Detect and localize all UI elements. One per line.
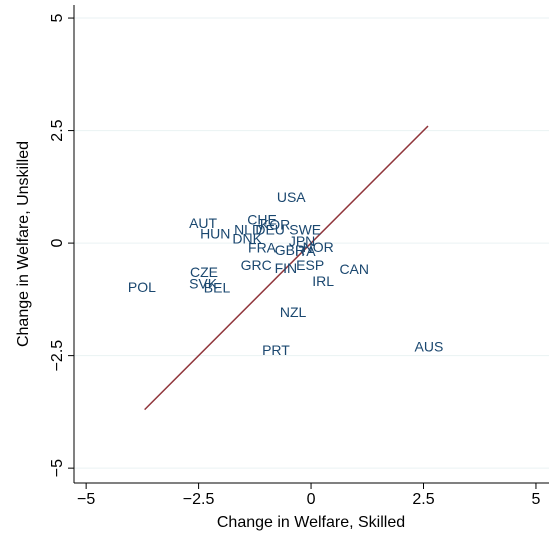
y-tick-label: 5	[49, 14, 66, 23]
point-label: JPN	[289, 233, 315, 249]
point-label: CHE	[247, 212, 277, 228]
point-label: NLD	[234, 222, 262, 238]
point-label: NZL	[280, 304, 307, 320]
y-axis-label: Change in Welfare, Unskilled	[15, 141, 32, 347]
point-label: KOR	[260, 217, 290, 233]
point-label: HUN	[200, 226, 230, 242]
point-label: FRA	[248, 240, 277, 256]
y-tick-label: −5	[49, 459, 66, 477]
point-label: BEL	[204, 280, 231, 296]
x-tick-label: 0	[307, 491, 316, 508]
point-label: ESP	[296, 257, 324, 273]
point-label: ITA	[295, 243, 316, 259]
point-label: NOR	[303, 239, 334, 255]
point-label: SWE	[289, 222, 321, 238]
point-label: GRC	[241, 257, 272, 273]
x-tick-label: 2.5	[412, 491, 434, 508]
point-label: FIN	[275, 260, 298, 276]
x-tick-label: 5	[532, 491, 541, 508]
point-label: DEU	[255, 222, 285, 238]
point-label: IRL	[312, 273, 334, 289]
point-label: USA	[277, 189, 306, 205]
x-tick-label: −5	[77, 491, 95, 508]
fit-line	[144, 125, 429, 411]
point-label: DNK	[232, 231, 262, 247]
point-label: AUS	[415, 339, 444, 355]
point-label: GBR	[275, 242, 305, 258]
point-label: AUT	[189, 215, 217, 231]
point-label: CZE	[190, 264, 218, 280]
y-tick-label: −2.5	[49, 340, 66, 372]
y-tick-label: 2.5	[49, 119, 66, 141]
y-tick-label: 0	[49, 239, 66, 248]
point-label: POL	[128, 279, 156, 295]
x-axis-label: Change in Welfare, Skilled	[217, 514, 405, 531]
x-tick-label: −2.5	[183, 491, 215, 508]
point-label: SVK	[189, 276, 218, 292]
point-label: CAN	[339, 261, 369, 277]
point-label: PRT	[262, 342, 290, 358]
